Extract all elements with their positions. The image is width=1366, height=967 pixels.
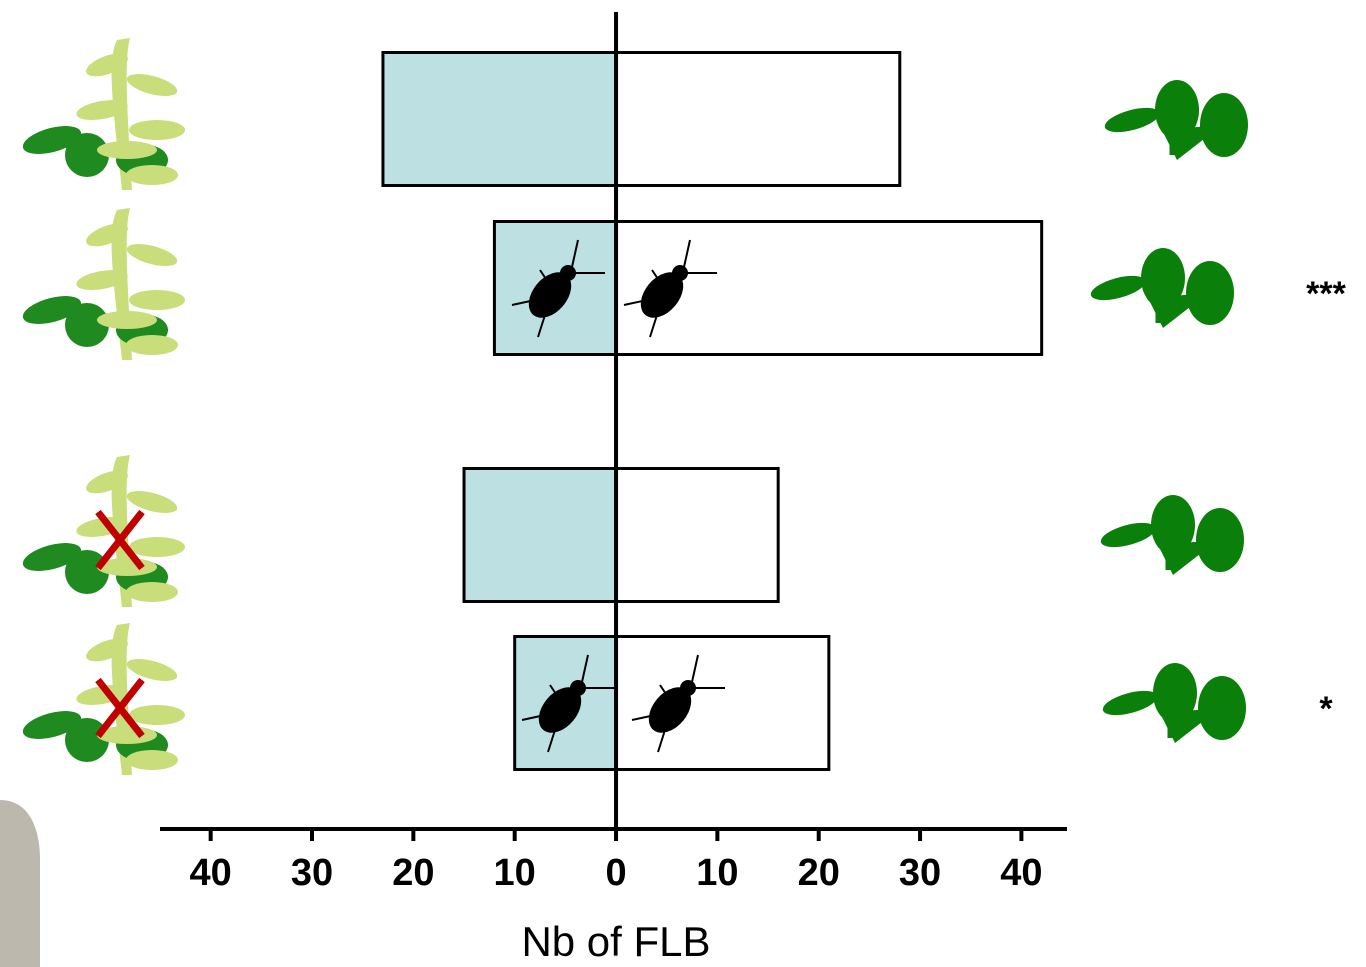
plant-icon bbox=[19, 455, 185, 607]
plant-icon bbox=[19, 623, 185, 775]
x-tick-label: 10 bbox=[696, 852, 738, 894]
x-tick-label: 10 bbox=[494, 852, 536, 894]
photo-fragment bbox=[0, 800, 40, 967]
x-tick-label: 0 bbox=[605, 852, 626, 894]
x-tick-label: 40 bbox=[190, 852, 232, 894]
x-tick-label: 20 bbox=[392, 852, 434, 894]
bar bbox=[614, 467, 780, 603]
plant-icon bbox=[1098, 495, 1244, 575]
bar bbox=[462, 467, 618, 603]
significance-label: *** bbox=[1306, 275, 1346, 313]
bar bbox=[614, 51, 902, 187]
bar bbox=[381, 51, 618, 187]
plant-icon bbox=[1100, 663, 1246, 743]
x-axis-label: Nb of FLB bbox=[521, 918, 710, 965]
x-tick-label: 30 bbox=[899, 852, 941, 894]
plant-icon bbox=[1102, 80, 1248, 160]
bar bbox=[614, 635, 831, 771]
plant-icon bbox=[19, 208, 185, 360]
significance-label: * bbox=[1319, 690, 1333, 728]
x-tick-label: 30 bbox=[291, 852, 333, 894]
bar bbox=[513, 635, 618, 771]
plant-icon bbox=[1088, 248, 1234, 328]
x-tick-label: 20 bbox=[798, 852, 840, 894]
plant-icon bbox=[19, 38, 185, 190]
x-tick-label: 40 bbox=[1000, 852, 1042, 894]
decorations bbox=[0, 38, 1248, 967]
bars bbox=[381, 51, 1044, 771]
